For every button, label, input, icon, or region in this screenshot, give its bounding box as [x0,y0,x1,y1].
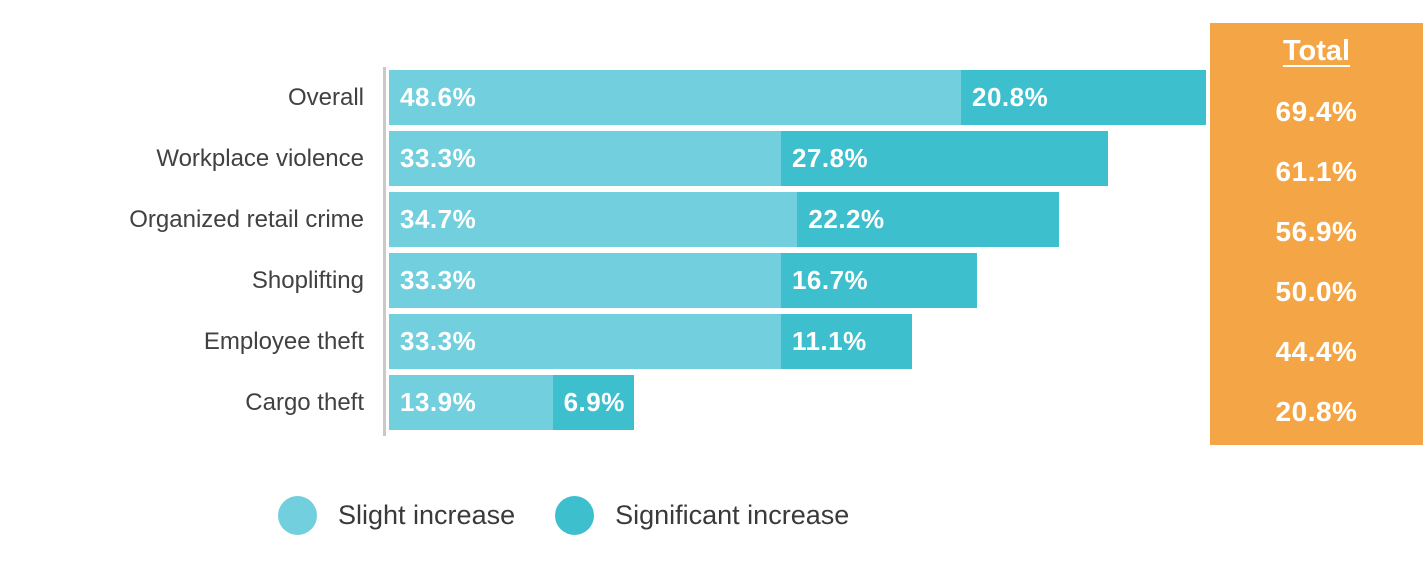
category-label: Employee theft [203,327,364,355]
legend-label-slight-increase: Slight increase [338,500,516,530]
bar-segment: 16.7% [780,253,978,308]
total-value: 69.4% [1275,96,1358,127]
bar-segment: 11.1% [780,314,912,369]
category-label: Shoplifting [251,266,364,294]
legend-label-significant-increase: Significant increase [615,500,850,530]
total-value: 44.4% [1275,336,1358,367]
bar-segment: 27.8% [780,131,1109,186]
category-label: Overall [287,83,364,111]
bar-segment: 6.9% [552,375,634,430]
category-label: Organized retail crime [129,205,364,233]
legend-swatch-slight-increase-icon [278,496,317,535]
category-label: Cargo theft [245,388,364,416]
total-value: 50.0% [1275,276,1358,307]
bar-segment: 13.9% [389,375,553,430]
total-value: 56.9% [1275,216,1358,247]
bar-segment: 33.3% [389,314,781,369]
bar-segment: 33.3% [389,131,781,186]
legend-item-slight-increase: Slight increase [278,496,515,535]
bar-segment: 48.6% [389,70,962,125]
total-value: 20.8% [1275,396,1358,427]
total-value: 61.1% [1275,156,1358,187]
total-column: Total 69.4% 61.1% 56.9% 50.0% 44.4% 20.8% [1210,23,1423,445]
legend: Slight increase Significant increase [278,496,849,535]
total-column-heading: Total [1282,35,1351,67]
bar-segment: 20.8% [961,70,1206,125]
legend-item-significant-increase: Significant increase [555,496,849,535]
bar-segment: 33.3% [389,253,781,308]
bar-segment: 22.2% [797,192,1059,247]
bar-segment: 34.7% [389,192,798,247]
y-axis-line [383,67,386,436]
legend-swatch-significant-increase-icon [555,496,595,535]
category-label: Workplace violence [156,144,364,172]
